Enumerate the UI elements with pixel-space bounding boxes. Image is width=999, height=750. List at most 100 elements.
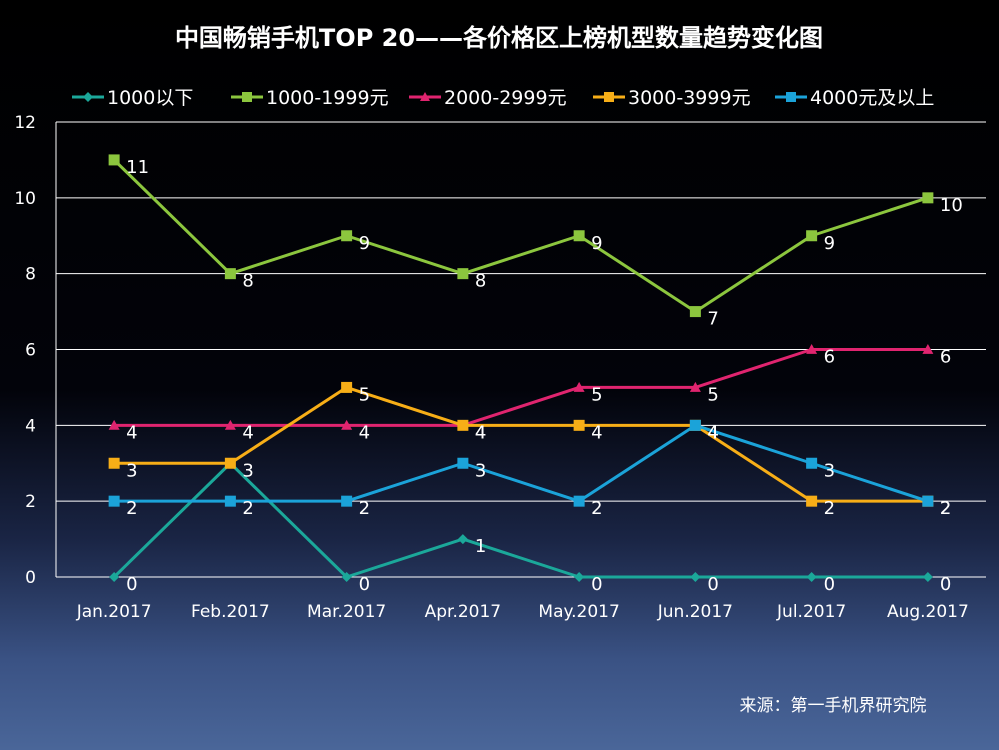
legend-label: 2000-2999元 xyxy=(444,87,567,109)
data-label: 5 xyxy=(707,384,718,405)
data-point xyxy=(573,230,585,242)
data-point xyxy=(806,344,818,354)
data-point xyxy=(109,572,120,582)
data-point xyxy=(806,495,818,507)
y-tick-label: 4 xyxy=(25,416,36,436)
y-tick-label: 6 xyxy=(25,341,36,361)
data-label: 4 xyxy=(591,422,602,443)
data-label: 0 xyxy=(359,574,370,595)
legend-label: 1000-1999元 xyxy=(266,87,389,109)
data-label: 2 xyxy=(126,498,137,519)
data-point xyxy=(341,230,353,242)
x-tick-label: Mar.2017 xyxy=(307,602,386,622)
data-point xyxy=(689,306,701,318)
x-tick-label: Jun.2017 xyxy=(657,602,733,622)
series-group xyxy=(108,154,934,582)
data-point xyxy=(341,495,353,507)
data-label: 9 xyxy=(824,233,835,254)
data-label: 4 xyxy=(359,422,370,443)
data-point xyxy=(690,572,701,582)
data-label: 2 xyxy=(242,498,253,519)
data-point xyxy=(457,534,468,545)
y-tick-label: 0 xyxy=(25,568,36,588)
data-label: 2 xyxy=(940,498,951,519)
data-label: 4 xyxy=(126,422,137,443)
x-tick-label: May.2017 xyxy=(538,602,619,622)
data-label: 0 xyxy=(707,574,718,595)
data-point xyxy=(108,495,120,507)
data-point xyxy=(806,230,818,242)
data-label: 4 xyxy=(242,422,253,443)
data-label: 9 xyxy=(359,233,370,254)
y-tick-label: 2 xyxy=(25,492,36,512)
data-label: 6 xyxy=(824,347,835,368)
data-point xyxy=(573,495,585,507)
legend-label: 4000元及以上 xyxy=(810,87,934,109)
x-tick-label: Jul.2017 xyxy=(776,602,846,622)
legend-label: 1000以下 xyxy=(107,87,193,109)
data-label: 0 xyxy=(824,574,835,595)
legend: 1000以下 1000-1999元 2000-2999元 3000-3999元 4000… xyxy=(72,87,934,109)
data-point xyxy=(922,572,933,582)
data-point xyxy=(689,381,701,392)
data-label: 4 xyxy=(707,422,718,443)
source-note: 来源：第一手机界研究院 xyxy=(740,696,927,716)
data-label: 0 xyxy=(126,574,137,595)
data-point xyxy=(922,192,934,204)
data-label: 8 xyxy=(242,271,253,292)
data-label: 5 xyxy=(591,384,602,405)
data-point xyxy=(573,419,585,431)
data-point xyxy=(341,419,353,430)
data-label: 2 xyxy=(359,498,370,519)
legend-marker xyxy=(786,92,796,102)
data-label: 3 xyxy=(126,460,137,481)
y-tick-label: 12 xyxy=(14,113,36,133)
legend-marker xyxy=(242,92,252,102)
data-label: 5 xyxy=(359,384,370,405)
data-point xyxy=(108,154,120,166)
data-point xyxy=(341,381,353,393)
y-tick-label: 10 xyxy=(14,189,36,209)
data-label: 2 xyxy=(824,498,835,519)
data-label: 7 xyxy=(707,309,718,330)
data-label: 2 xyxy=(591,498,602,519)
data-label: 11 xyxy=(126,157,149,178)
data-point xyxy=(922,495,934,507)
data-label: 4 xyxy=(707,422,718,443)
series-line xyxy=(114,348,928,427)
x-tick-label: Apr.2017 xyxy=(425,602,502,622)
x-tick-label: Aug.2017 xyxy=(887,602,969,622)
legend-marker xyxy=(420,92,430,101)
x-tick-label: Feb.2017 xyxy=(191,602,270,622)
data-point xyxy=(457,419,469,431)
data-point xyxy=(806,457,818,469)
data-label: 8 xyxy=(475,271,486,292)
series-line xyxy=(113,158,929,314)
data-point xyxy=(574,572,585,582)
data-point xyxy=(922,344,934,354)
data-label: 2 xyxy=(940,498,951,519)
data-point xyxy=(224,419,236,430)
data-label: 4 xyxy=(475,422,486,443)
y-tick-label: 8 xyxy=(25,265,36,285)
data-label: 3 xyxy=(824,460,835,481)
y-axis-ticks: 0 2 4 6 8 10 12 xyxy=(14,113,36,588)
x-tick-label: Jan.2017 xyxy=(76,602,152,622)
data-point xyxy=(457,457,469,469)
data-point xyxy=(806,572,817,582)
data-point xyxy=(108,419,120,430)
data-label: 4 xyxy=(475,422,486,443)
data-label: 3 xyxy=(475,460,486,481)
data-point xyxy=(224,495,236,507)
data-label: 6 xyxy=(940,347,951,368)
data-label: 9 xyxy=(591,233,602,254)
series-line xyxy=(113,461,928,579)
data-point xyxy=(457,268,469,280)
series-line xyxy=(114,385,928,503)
data-point xyxy=(108,457,120,469)
data-label: 10 xyxy=(940,195,963,216)
legend-marker xyxy=(604,92,614,102)
data-point xyxy=(224,457,236,469)
